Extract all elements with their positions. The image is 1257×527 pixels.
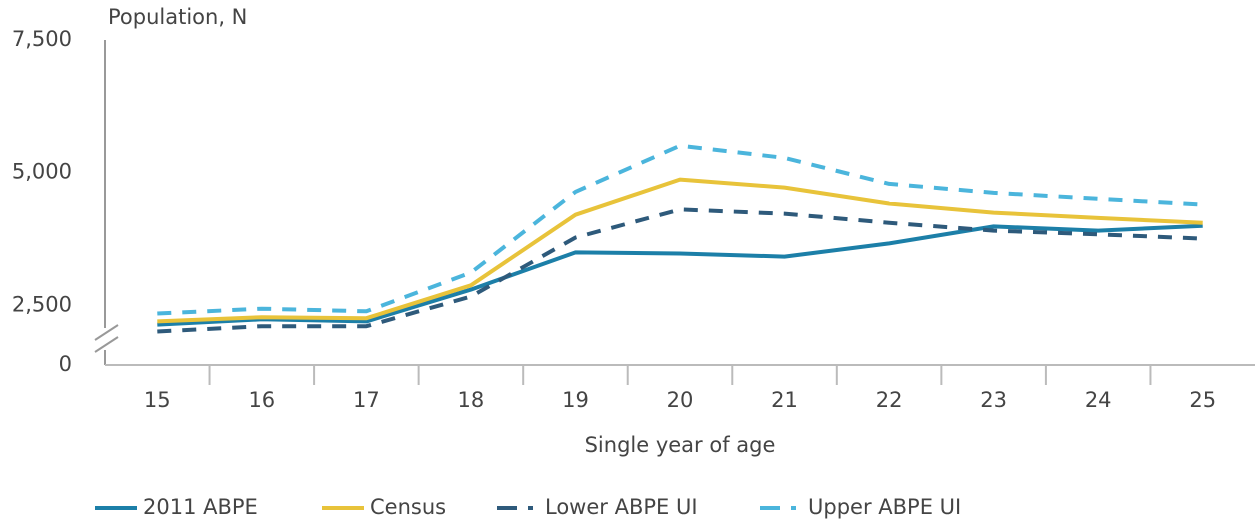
x-tick-label: 21 [771, 388, 798, 412]
y-tick-label: 0 [59, 352, 72, 376]
y-tick-label: 5,000 [12, 160, 72, 184]
x-tick-label: 18 [458, 388, 485, 412]
legend-label: 2011 ABPE [143, 495, 258, 519]
legend-label: Census [370, 495, 446, 519]
x-tick-label: 16 [248, 388, 275, 412]
x-tick-label: 15 [144, 388, 171, 412]
x-tick-label: 17 [353, 388, 380, 412]
legend-label: Upper ABPE UI [808, 495, 961, 519]
x-tick-label: 20 [667, 388, 694, 412]
series-line [157, 177, 1203, 324]
y-axis-label: Population, N [108, 5, 247, 29]
x-tick-label: 22 [876, 388, 903, 412]
x-axis-label: Single year of age [585, 433, 776, 457]
axis-break [94, 336, 119, 353]
legend-label: Lower ABPE UI [545, 495, 698, 519]
axis-break [94, 324, 119, 341]
y-tick-label: 7,500 [12, 27, 72, 51]
x-tick-label: 25 [1189, 388, 1216, 412]
x-tick-label: 19 [562, 388, 589, 412]
x-tick-label: 23 [980, 388, 1007, 412]
series-line [157, 223, 1203, 327]
y-tick-label: 2,500 [12, 292, 72, 316]
x-tick-label: 24 [1085, 388, 1112, 412]
